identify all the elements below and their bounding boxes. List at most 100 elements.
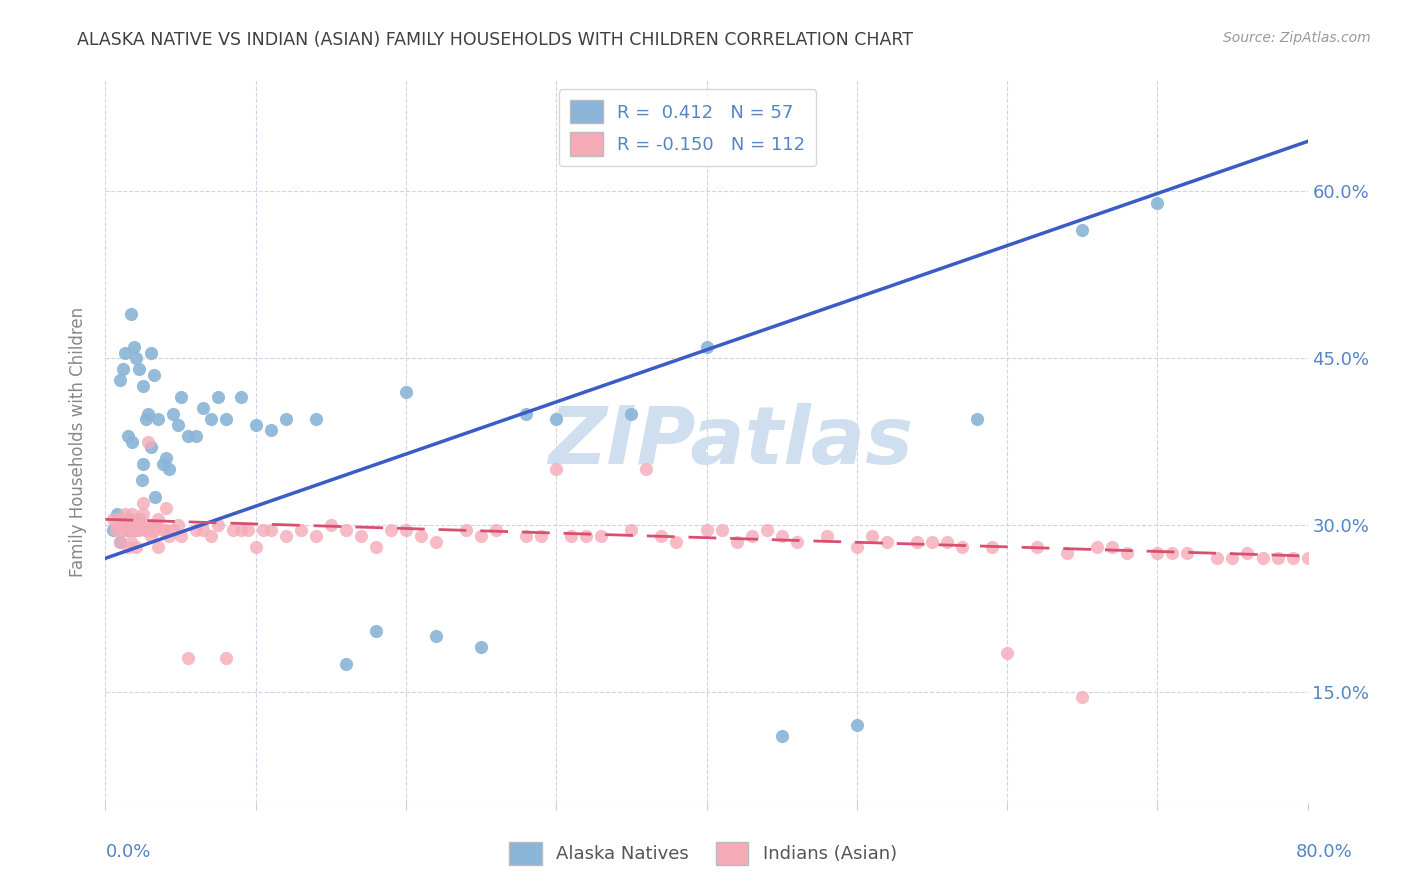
Point	[1146, 195, 1168, 210]
Point	[252, 524, 274, 538]
Point	[650, 529, 672, 543]
Point	[1056, 546, 1078, 560]
Point	[122, 524, 145, 538]
Point	[152, 457, 174, 471]
Point	[260, 524, 283, 538]
Point	[169, 390, 191, 404]
Point	[770, 529, 793, 543]
Point	[786, 534, 808, 549]
Point	[696, 340, 718, 354]
Point	[124, 517, 146, 532]
Point	[155, 501, 177, 516]
Point	[950, 540, 973, 554]
Point	[560, 529, 582, 543]
Point	[665, 534, 688, 549]
Point	[139, 529, 162, 543]
Point	[921, 534, 943, 549]
Point	[1236, 546, 1258, 560]
Point	[860, 529, 883, 543]
Point	[425, 534, 447, 549]
Point	[1085, 540, 1108, 554]
Point	[1222, 551, 1244, 566]
Point	[710, 524, 733, 538]
Point	[515, 407, 537, 421]
Point	[546, 462, 568, 476]
Text: 80.0%: 80.0%	[1296, 843, 1353, 861]
Point	[214, 651, 236, 665]
Point	[207, 390, 229, 404]
Point	[335, 524, 357, 538]
Point	[1177, 546, 1199, 560]
Point	[121, 517, 143, 532]
Point	[101, 524, 124, 538]
Point	[124, 351, 146, 366]
Point	[162, 524, 184, 538]
Point	[131, 474, 153, 488]
Point	[1312, 557, 1334, 571]
Point	[136, 434, 159, 449]
Point	[380, 524, 402, 538]
Point	[305, 412, 328, 426]
Point	[207, 517, 229, 532]
Point	[108, 512, 131, 526]
Point	[157, 462, 180, 476]
Point	[245, 417, 267, 432]
Point	[1026, 540, 1049, 554]
Point	[114, 345, 136, 359]
Point	[110, 517, 132, 532]
Text: ZIPatlas: ZIPatlas	[548, 402, 912, 481]
Point	[104, 524, 127, 538]
Point	[117, 512, 139, 526]
Point	[107, 517, 129, 532]
Point	[1146, 546, 1168, 560]
Point	[142, 368, 165, 382]
Point	[142, 524, 165, 538]
Point	[200, 412, 222, 426]
Point	[350, 529, 373, 543]
Point	[191, 401, 214, 416]
Point	[166, 517, 188, 532]
Point	[115, 524, 138, 538]
Point	[184, 524, 207, 538]
Point	[229, 390, 252, 404]
Point	[245, 540, 267, 554]
Point	[184, 429, 207, 443]
Point	[1101, 540, 1123, 554]
Point	[620, 407, 643, 421]
Point	[260, 424, 283, 438]
Point	[134, 524, 156, 538]
Point	[214, 412, 236, 426]
Point	[1071, 223, 1094, 237]
Point	[905, 534, 928, 549]
Point	[155, 451, 177, 466]
Point	[110, 534, 132, 549]
Point	[124, 524, 146, 538]
Point	[132, 507, 155, 521]
Point	[725, 534, 748, 549]
Point	[364, 540, 387, 554]
Point	[132, 457, 155, 471]
Point	[936, 534, 959, 549]
Point	[112, 362, 135, 376]
Legend: Alaska Natives, Indians (Asian): Alaska Natives, Indians (Asian)	[502, 835, 904, 872]
Point	[132, 496, 155, 510]
Point	[128, 524, 150, 538]
Point	[128, 512, 150, 526]
Text: Source: ZipAtlas.com: Source: ZipAtlas.com	[1223, 31, 1371, 45]
Point	[845, 718, 868, 732]
Point	[139, 345, 162, 359]
Point	[290, 524, 312, 538]
Point	[112, 517, 135, 532]
Point	[107, 507, 129, 521]
Point	[191, 524, 214, 538]
Point	[121, 434, 143, 449]
Point	[110, 534, 132, 549]
Point	[118, 517, 141, 532]
Point	[319, 517, 342, 532]
Point	[177, 651, 200, 665]
Point	[636, 462, 658, 476]
Point	[1116, 546, 1139, 560]
Point	[146, 512, 169, 526]
Point	[166, 417, 188, 432]
Point	[470, 640, 492, 655]
